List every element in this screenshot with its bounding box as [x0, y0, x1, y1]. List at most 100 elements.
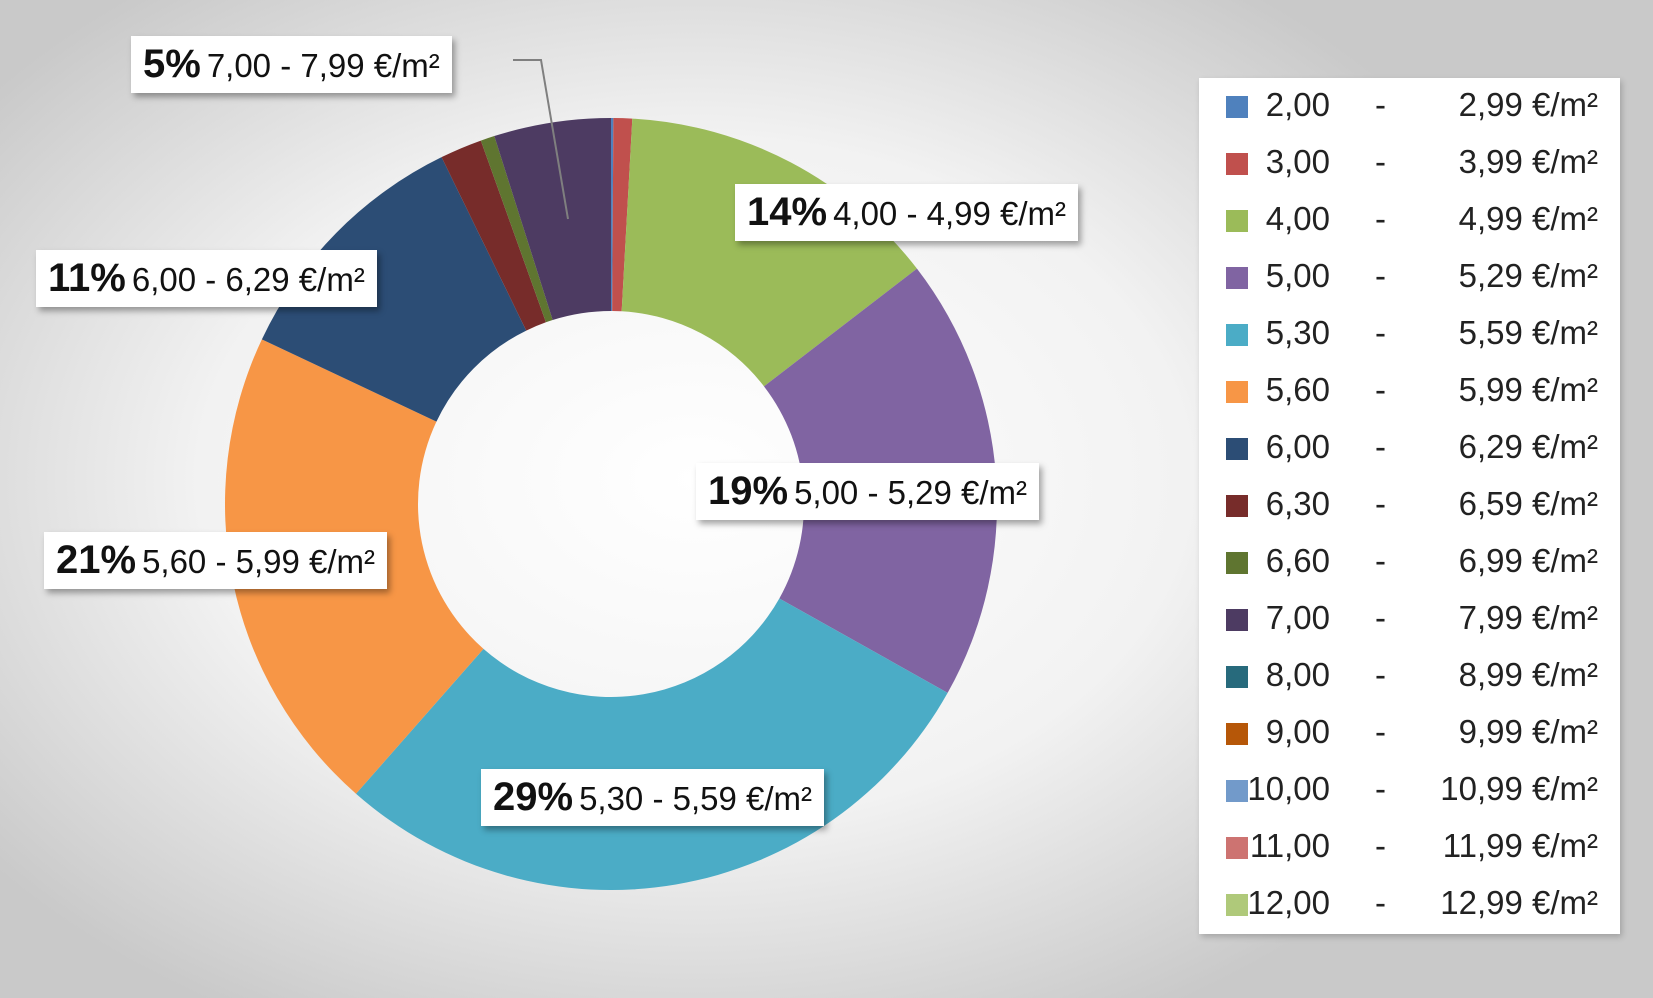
donut-slices	[225, 118, 997, 890]
legend-item: 3,00 - 3,99 €/m²	[1199, 135, 1620, 192]
legend-swatch	[1226, 837, 1248, 859]
legend-range-high: 8,99 €/m²	[1458, 656, 1598, 693]
legend-range-low: 6,60	[1265, 542, 1330, 579]
legend-range-high: 2,99 €/m²	[1458, 86, 1598, 123]
legend-range-low: 2,00	[1265, 86, 1330, 123]
legend-item: 5,00 - 5,29 €/m²	[1199, 249, 1620, 306]
legend-range-low: 4,00	[1265, 200, 1330, 237]
data-label-pct: 11%	[48, 256, 126, 300]
legend-range-dash: -	[1375, 200, 1386, 237]
legend-range-low: 6,00	[1265, 428, 1330, 465]
legend-range-high: 4,99 €/m²	[1458, 200, 1598, 237]
legend-range-low: 11,00	[1249, 827, 1330, 864]
slice-2	[621, 118, 917, 387]
legend-item: 11,00 - 11,99 €/m²	[1199, 819, 1620, 876]
legend-range-low: 12,00	[1247, 884, 1330, 921]
legend-item: 6,30 - 6,59 €/m²	[1199, 477, 1620, 534]
data-label-6-00: 11% 6,00 - 6,29 €/m²	[36, 250, 377, 307]
legend-range-high: 6,59 €/m²	[1458, 485, 1598, 522]
legend-range-dash: -	[1375, 428, 1386, 465]
legend-item: 7,00 - 7,99 €/m²	[1199, 591, 1620, 648]
slice-9	[494, 118, 611, 321]
slice-0	[611, 118, 614, 312]
legend-range-low: 7,00	[1265, 599, 1330, 636]
legend-item: 6,00 - 6,29 €/m²	[1199, 420, 1620, 477]
data-label-range: 5,00 - 5,29 €/m²	[794, 474, 1028, 511]
data-label-5-60: 21% 5,60 - 5,99 €/m²	[44, 532, 388, 589]
legend-range-high: 10,99 €/m²	[1440, 770, 1598, 807]
legend-range-dash: -	[1375, 656, 1386, 693]
data-label-7-00: 5% 7,00 - 7,99 €/m²	[131, 36, 452, 93]
data-label-range: 6,00 - 6,29 €/m²	[131, 261, 365, 298]
legend-range-dash: -	[1375, 257, 1386, 294]
legend-item: 12,00 - 12,99 €/m²	[1199, 876, 1620, 933]
legend-swatch	[1226, 210, 1248, 232]
legend-range-dash: -	[1375, 143, 1386, 180]
legend-item: 9,00 - 9,99 €/m²	[1199, 705, 1620, 762]
data-label-range: 7,00 - 7,99 €/m²	[206, 47, 440, 84]
chart-legend: 2,00 - 2,99 €/m² 3,00 - 3,99 €/m² 4,00 - 4,99 €/…	[1199, 78, 1620, 934]
legend-range-high: 6,29 €/m²	[1458, 428, 1598, 465]
legend-range-low: 10,00	[1247, 770, 1330, 807]
legend-item: 6,60 - 6,99 €/m²	[1199, 534, 1620, 591]
slice-8	[480, 136, 553, 323]
legend-swatch	[1226, 324, 1248, 346]
legend-item: 2,00 - 2,99 €/m²	[1199, 78, 1620, 135]
data-label-4-00: 14% 4,00 - 4,99 €/m²	[735, 184, 1079, 241]
data-label-range: 5,30 - 5,59 €/m²	[579, 780, 813, 817]
data-label-range: 5,60 - 5,99 €/m²	[142, 543, 376, 580]
legend-range-high: 9,99 €/m²	[1458, 713, 1598, 750]
legend-swatch	[1226, 609, 1248, 631]
legend-swatch	[1226, 381, 1248, 403]
legend-range-high: 3,99 €/m²	[1458, 143, 1598, 180]
legend-item: 4,00 - 4,99 €/m²	[1199, 192, 1620, 249]
legend-range-high: 5,29 €/m²	[1458, 257, 1598, 294]
legend-swatch	[1226, 894, 1248, 916]
data-label-pct: 5%	[143, 42, 201, 86]
legend-range-dash: -	[1375, 314, 1386, 351]
legend-range-dash: -	[1375, 542, 1386, 579]
legend-range-low: 6,30	[1265, 485, 1330, 522]
legend-range-high: 11,99 €/m²	[1442, 827, 1598, 864]
legend-range-low: 8,00	[1265, 656, 1330, 693]
legend-item: 10,00 - 10,99 €/m²	[1199, 762, 1620, 819]
data-label-5-30: 29% 5,30 - 5,59 €/m²	[481, 769, 825, 826]
legend-item: 5,30 - 5,59 €/m²	[1199, 306, 1620, 363]
legend-range-high: 12,99 €/m²	[1440, 884, 1598, 921]
data-label-pct: 14%	[747, 190, 828, 234]
legend-range-high: 6,99 €/m²	[1458, 542, 1598, 579]
legend-range-dash: -	[1375, 884, 1386, 921]
legend-swatch	[1226, 267, 1248, 289]
data-label-pct: 29%	[493, 775, 574, 819]
legend-item: 8,00 - 8,99 €/m²	[1199, 648, 1620, 705]
legend-range-low: 9,00	[1265, 713, 1330, 750]
legend-item: 5,60 - 5,99 €/m²	[1199, 363, 1620, 420]
legend-range-low: 5,00	[1265, 257, 1330, 294]
legend-range-dash: -	[1375, 827, 1386, 864]
slice-6	[261, 157, 527, 422]
legend-range-dash: -	[1375, 713, 1386, 750]
legend-range-dash: -	[1375, 86, 1386, 123]
legend-swatch	[1226, 723, 1248, 745]
data-label-pct: 21%	[56, 538, 137, 582]
data-label-pct: 19%	[708, 469, 789, 513]
legend-swatch	[1226, 780, 1248, 802]
legend-swatch	[1226, 438, 1248, 460]
legend-range-high: 7,99 €/m²	[1458, 599, 1598, 636]
legend-range-dash: -	[1375, 599, 1386, 636]
legend-swatch	[1226, 495, 1248, 517]
legend-range-low: 5,30	[1265, 314, 1330, 351]
slice-7	[441, 140, 546, 331]
legend-range-dash: -	[1375, 770, 1386, 807]
legend-swatch	[1226, 666, 1248, 688]
legend-range-high: 5,99 €/m²	[1458, 371, 1598, 408]
data-label-5-00: 19% 5,00 - 5,29 €/m²	[696, 463, 1040, 520]
legend-swatch	[1226, 96, 1248, 118]
legend-range-high: 5,59 €/m²	[1458, 314, 1598, 351]
legend-range-dash: -	[1375, 485, 1386, 522]
legend-range-dash: -	[1375, 371, 1386, 408]
slice-1	[612, 118, 633, 312]
legend-range-low: 5,60	[1265, 371, 1330, 408]
leader-line-7-00	[513, 59, 569, 220]
